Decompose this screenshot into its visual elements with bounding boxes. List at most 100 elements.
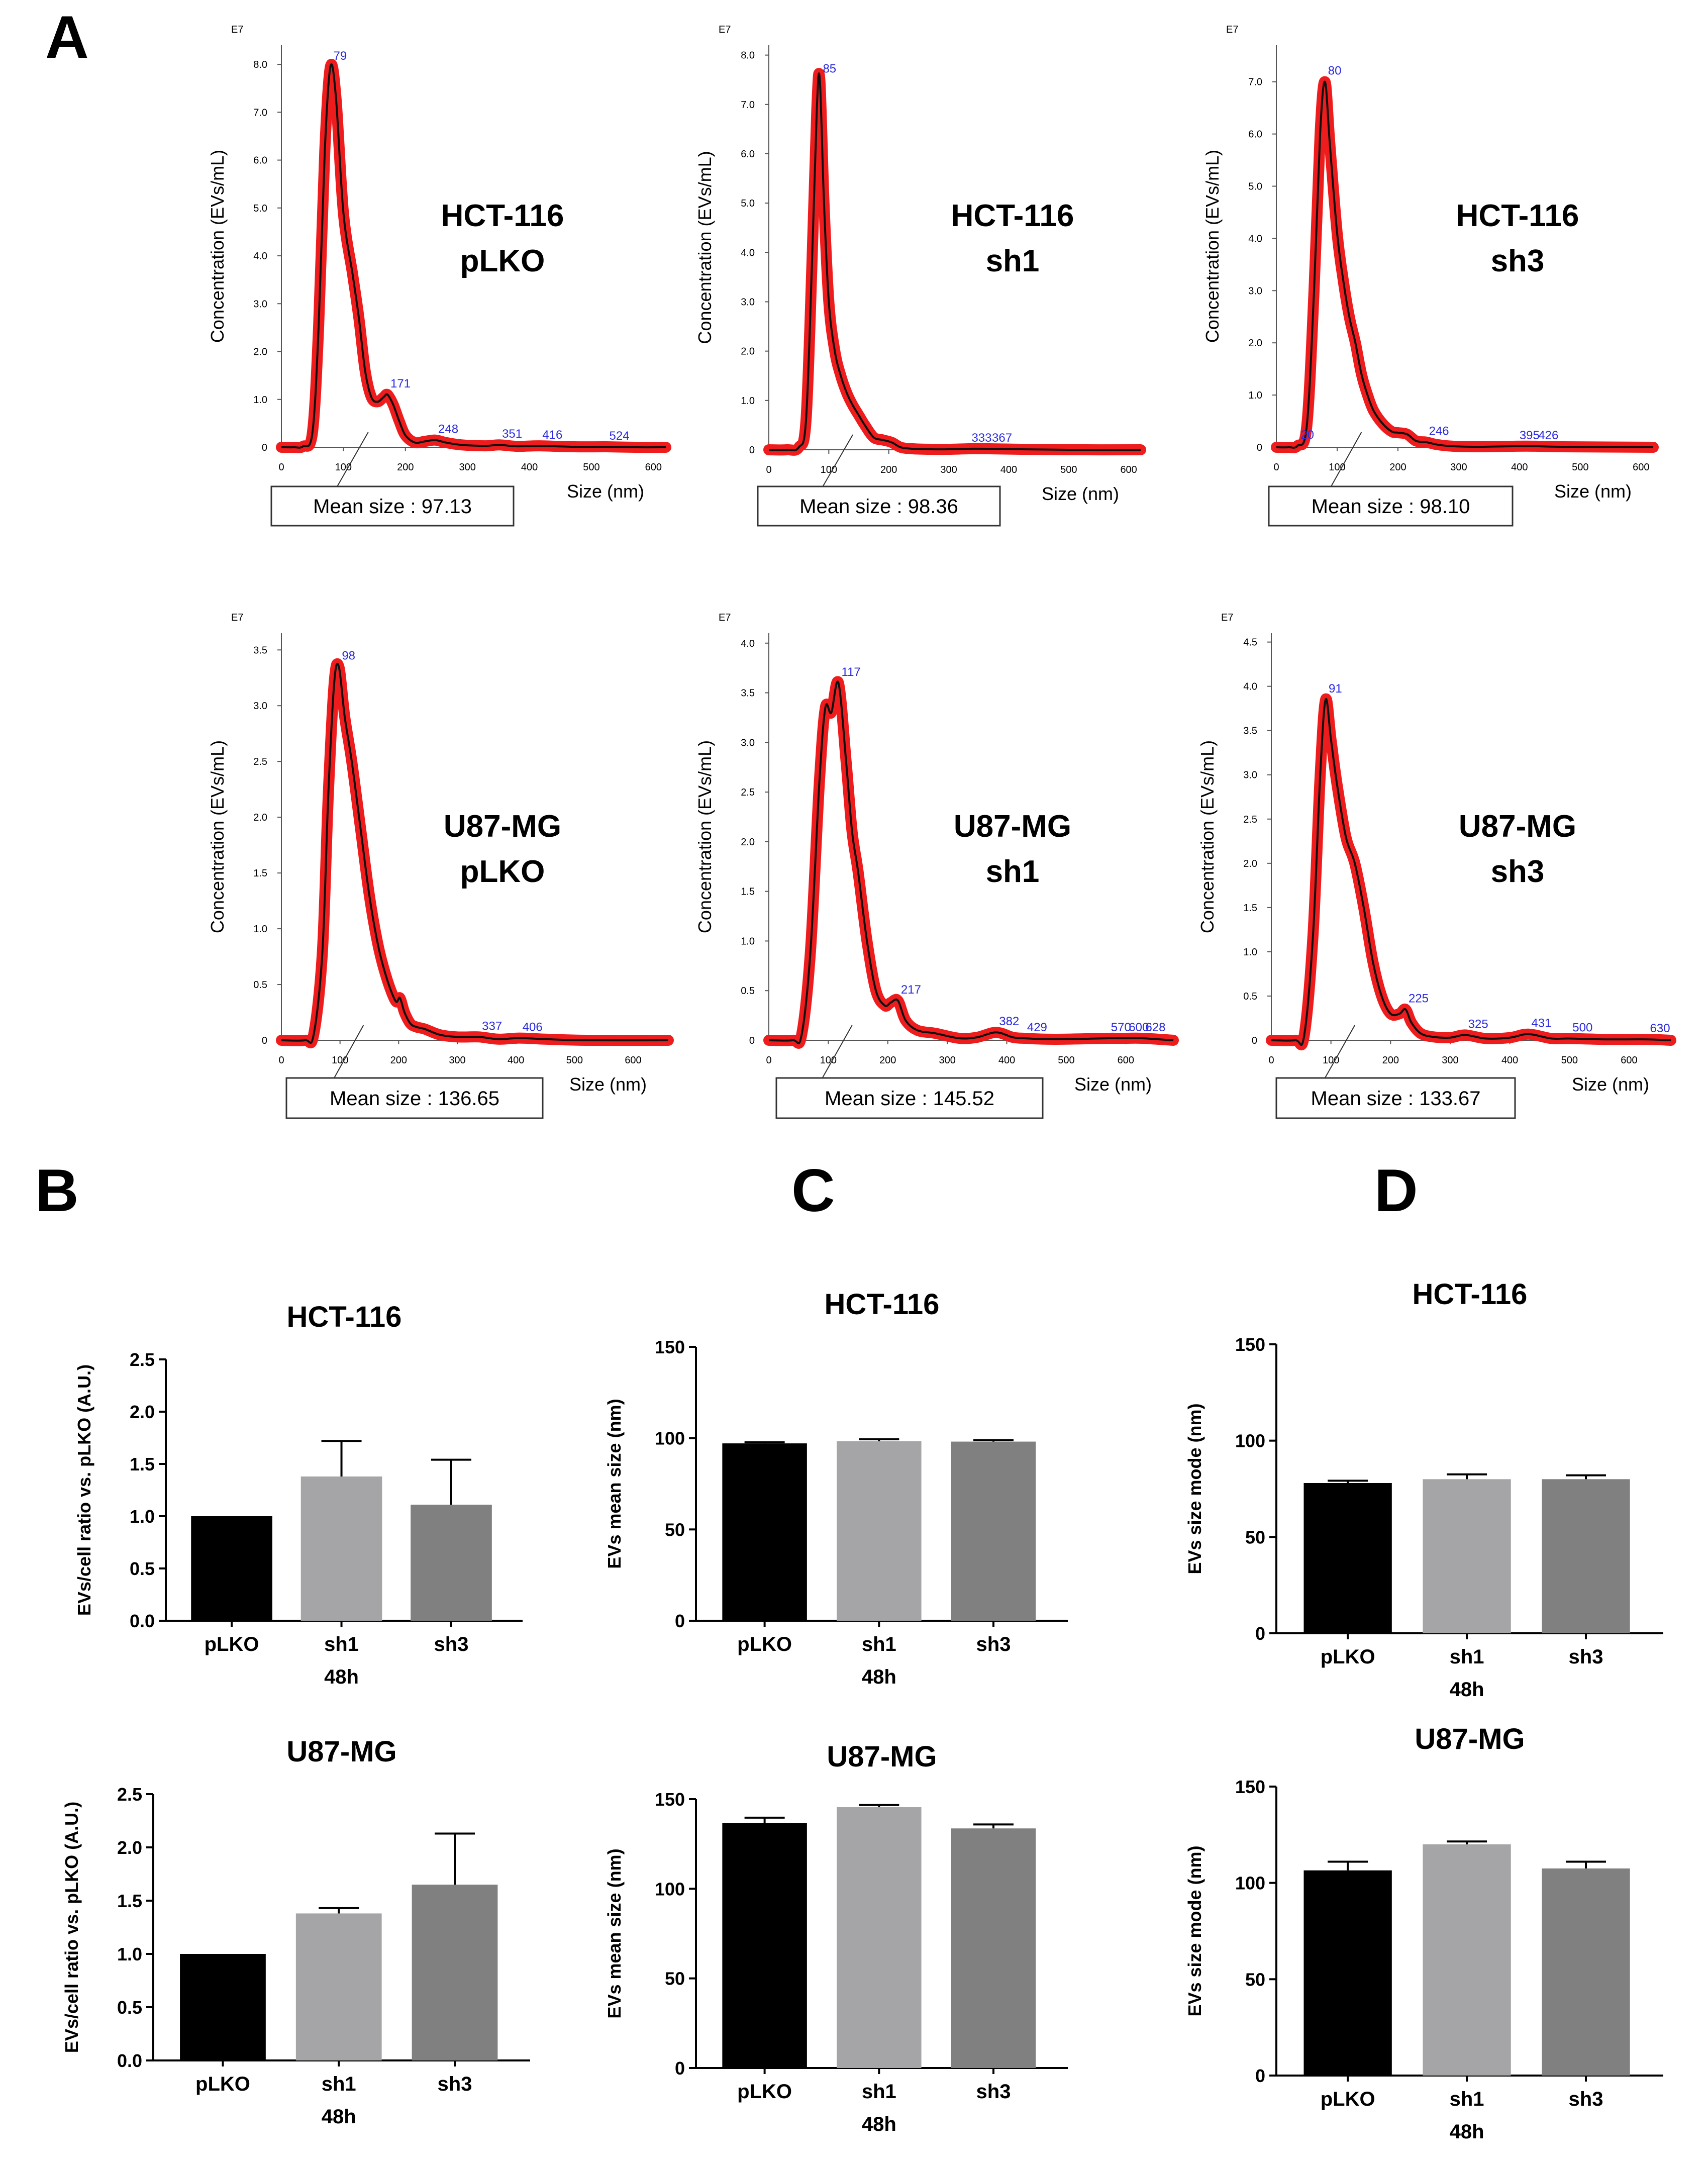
x-axis-label: Size (nm) <box>569 1074 647 1095</box>
panel-letter-d: D <box>1374 1157 1418 1224</box>
mean-size-label: Mean size : 98.36 <box>799 496 958 518</box>
mean-size-pointer <box>822 434 853 487</box>
mean-size-pointer <box>822 1025 853 1078</box>
y-tick-label: 150 <box>1235 1334 1265 1355</box>
y-tick-label: 3.5 <box>741 688 755 699</box>
y-axis-label: Concentration (EVs/mL) <box>1202 150 1223 343</box>
y-tick-label: 2.0 <box>117 1837 142 1858</box>
x-tick-label: 200 <box>390 1055 407 1066</box>
y-tick-label: 8.0 <box>741 50 755 61</box>
x-tick-label: 200 <box>880 464 897 475</box>
y-tick-label: 150 <box>655 1789 685 1810</box>
y-tick-label: 1.0 <box>253 395 267 406</box>
peak-label: 333 <box>971 431 991 445</box>
mean-size-label: Mean size : 98.10 <box>1312 496 1470 518</box>
peak-label: 600 <box>1129 1021 1149 1034</box>
y-tick-label: 4.0 <box>741 247 755 258</box>
y-axis-label: Concentration (EVs/mL) <box>694 151 715 344</box>
x-tick-label: 0 <box>766 464 771 475</box>
y-tick-label: 1.0 <box>130 1506 155 1527</box>
y-tick-label: 0 <box>262 1035 267 1046</box>
series-line <box>281 663 669 1044</box>
y-tick-label: 1.5 <box>117 1891 142 1911</box>
y-tick-label: 3.0 <box>741 297 755 308</box>
y-tick-label: 2.0 <box>1248 338 1262 349</box>
condition-label-line1: HCT-116 <box>441 199 564 233</box>
x-tick-label: 600 <box>1621 1055 1637 1066</box>
mean-size-box <box>1275 1077 1516 1119</box>
y-tick-label: 150 <box>1235 1777 1265 1797</box>
x-tick-label: 300 <box>940 464 957 475</box>
peak-label: 337 <box>482 1019 502 1033</box>
chart-title: HCT-116 <box>1413 1278 1528 1311</box>
chart-title: U87-MG <box>286 1735 396 1768</box>
x-tick-label: 500 <box>1058 1055 1074 1066</box>
x-axis-label: Size (nm) <box>1572 1074 1649 1095</box>
y-tick-label: 8.0 <box>253 59 267 70</box>
y-exponent-label: E7 <box>231 612 243 623</box>
bar-D-u87: U87-MG 0 50 100 150 EVs size mode (nm) pLKO sh1… <box>1184 1723 1663 2143</box>
y-tick-label: 1.5 <box>130 1454 155 1474</box>
x-tick-label: 600 <box>1120 464 1137 475</box>
y-tick-label: 0.5 <box>130 1558 155 1579</box>
error-band <box>276 658 674 1048</box>
y-tick-label: 0.0 <box>117 2050 142 2071</box>
series-line <box>768 680 1174 1044</box>
error-band <box>1271 76 1659 453</box>
category-label-pLKO: pLKO <box>205 1633 259 1655</box>
mean-size-label: Mean size : 97.13 <box>313 496 472 518</box>
nta-u87-sh3: E7 0 0.5 1.0 1.5 2.0 2.5 3.0 3.5 4.0 4.5 0 100 200 300… <box>1197 612 1676 1119</box>
y-tick-label: 100 <box>1235 1873 1265 1894</box>
panel-letter-a: A <box>45 4 89 71</box>
error-band <box>763 676 1179 1049</box>
y-tick-label: 0.0 <box>130 1611 155 1631</box>
x-tick-label: 300 <box>939 1055 955 1066</box>
nta-u87-sh1: E7 0 0.5 1.0 1.5 2.0 2.5 3.0 3.5 4.0 0 100 200 300 400… <box>694 612 1179 1119</box>
peak-label: 628 <box>1145 1021 1165 1034</box>
y-tick-label: 50 <box>1245 1527 1265 1547</box>
y-tick-label: 0 <box>1255 1623 1265 1644</box>
y-tick-label: 5.0 <box>1248 181 1262 192</box>
mean-size-label: Mean size : 136.65 <box>330 1088 499 1110</box>
x-axis-label: 48h <box>862 2113 896 2135</box>
y-tick-label: 0 <box>1252 1035 1257 1046</box>
series-line <box>281 63 666 449</box>
y-tick-label: 100 <box>655 1428 685 1449</box>
category-label-pLKO: pLKO <box>737 2081 792 2103</box>
peak-label: 406 <box>523 1021 543 1034</box>
panel-letter-b: B <box>35 1157 79 1224</box>
x-tick-label: 400 <box>1000 464 1017 475</box>
mean-size-box <box>285 1077 544 1119</box>
y-tick-label: 100 <box>1235 1431 1265 1451</box>
x-tick-label: 600 <box>1118 1055 1134 1066</box>
x-axis-label: Size (nm) <box>567 481 644 502</box>
y-tick-label: 6.0 <box>253 155 267 166</box>
y-tick-label: 0 <box>675 2058 685 2079</box>
peak-label: 98 <box>342 649 355 663</box>
bar-sh3 <box>951 1828 1036 2068</box>
peak-label: 367 <box>992 431 1012 445</box>
condition-label-line2: sh3 <box>1491 244 1545 278</box>
chart-title: U87-MG <box>827 1740 937 1773</box>
mean-size-pointer <box>337 432 369 487</box>
y-tick-label: 1.0 <box>741 936 755 947</box>
x-tick-label: 0 <box>1273 462 1279 473</box>
category-label-pLKO: pLKO <box>1321 1646 1375 1668</box>
x-axis-label: 48h <box>1450 1679 1484 1701</box>
y-tick-label: 0.5 <box>253 979 267 991</box>
y-tick-label: 2.0 <box>1243 858 1257 869</box>
y-tick-label: 2.5 <box>130 1349 155 1370</box>
bar-sh3 <box>412 1885 498 2060</box>
condition-label-line1: U87-MG <box>954 809 1071 844</box>
error-band <box>763 68 1146 456</box>
y-exponent-label: E7 <box>231 24 243 35</box>
peak-label: 382 <box>999 1015 1019 1028</box>
peak-label: 91 <box>1329 682 1342 696</box>
condition-label-line1: U87-MG <box>444 809 561 844</box>
y-tick-label: 1.0 <box>741 396 755 407</box>
y-tick-label: 2.5 <box>1243 814 1257 825</box>
y-tick-label: 0 <box>749 445 755 456</box>
x-tick-label: 200 <box>397 462 414 473</box>
peak-label: 217 <box>901 983 921 997</box>
y-axis-label: Concentration (EVs/mL) <box>694 740 715 933</box>
